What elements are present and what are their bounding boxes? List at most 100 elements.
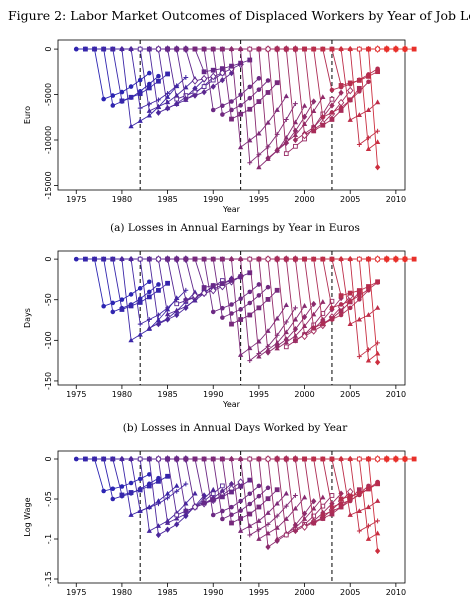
marker-point [256,164,262,170]
marker-point [137,118,143,123]
marker-point [320,494,326,500]
marker-point [238,92,243,98]
marker-point [137,77,143,83]
x-tick-label: 1990 [203,390,223,399]
marker-point [101,96,106,102]
marker-point [411,46,417,52]
marker-point [365,256,372,263]
marker-point [128,123,134,129]
marker-point [174,96,180,102]
marker-point [292,527,299,535]
marker-point [192,490,198,496]
marker-point [119,492,125,498]
marker-point [274,107,280,112]
marker-point [274,513,280,519]
marker-point [365,146,372,152]
marker-point [220,112,225,117]
marker-point [247,477,253,483]
x-tick-label: 2000 [294,588,314,597]
marker-point [293,46,298,52]
marker-point [301,523,308,531]
marker-point [293,256,298,262]
x-tick-label: 2010 [386,195,406,204]
marker-point [284,256,289,262]
marker-point [146,325,152,331]
marker-point [156,73,161,79]
marker-point [155,103,162,109]
marker-point [256,76,262,81]
marker-point [356,77,362,83]
marker-point [183,507,189,515]
marker-point [256,493,262,499]
marker-point [283,516,289,521]
marker-point [192,289,198,295]
marker-point [347,305,353,311]
marker-point [301,131,308,140]
y-tick-label: -50 [44,293,53,306]
marker-point [237,456,244,461]
marker-point [301,303,308,308]
marker-point [292,316,299,322]
marker-point [155,109,162,116]
marker-point [201,69,207,75]
marker-point [375,518,381,524]
marker-point [356,354,362,359]
marker-point [210,46,216,52]
marker-point [155,255,162,263]
marker-point [128,94,134,100]
marker-point [164,490,171,496]
marker-point [347,46,353,52]
marker-point [192,256,198,262]
marker-point [301,113,308,120]
marker-point [264,455,272,463]
marker-point [82,456,88,462]
marker-point [228,480,235,488]
marker-point [374,45,381,53]
marker-point [302,456,307,462]
marker-point [201,456,207,461]
marker-point [174,515,180,521]
marker-point [164,316,171,323]
marker-point [283,319,289,325]
marker-point [374,164,381,171]
marker-point [356,85,362,91]
marker-point [256,87,262,92]
marker-point [265,521,271,527]
marker-point [191,503,199,511]
marker-point [165,91,170,96]
marker-point [155,45,162,53]
y-tick-label: 0 [44,47,53,52]
marker-point [238,60,244,66]
marker-point [283,339,289,345]
marker-point [147,289,152,295]
marker-point [238,274,244,280]
y-tick-label: -10000 [44,126,53,154]
marker-point [374,359,381,366]
x-tick-label: 2010 [386,588,406,597]
marker-point [265,90,271,95]
marker-point [119,297,125,302]
marker-point [210,283,216,288]
marker-point [174,101,180,106]
marker-point [265,78,271,83]
marker-point [256,353,262,359]
marker-point [347,256,353,262]
y-tick-label: 0 [44,257,53,262]
marker-point [174,521,180,528]
marker-point [329,504,335,510]
marker-point [284,46,289,52]
marker-point [82,46,88,52]
marker-point [338,256,344,263]
marker-point [210,83,216,90]
marker-point [247,84,253,90]
marker-point [338,108,344,113]
marker-point [347,493,353,499]
marker-point [220,516,225,522]
marker-point [219,256,226,262]
marker-point [265,485,271,491]
marker-point [283,490,289,496]
marker-point [247,57,253,63]
chart-earnings: 1975 1980 1985 1990 1995 2000 2005 2010 0 -5000 -1… [23,39,417,214]
marker-point [174,301,180,307]
chart-days: 1975 1980 1985 1990 1995 2000 2005 2010 0 -50 -100… [23,250,417,409]
